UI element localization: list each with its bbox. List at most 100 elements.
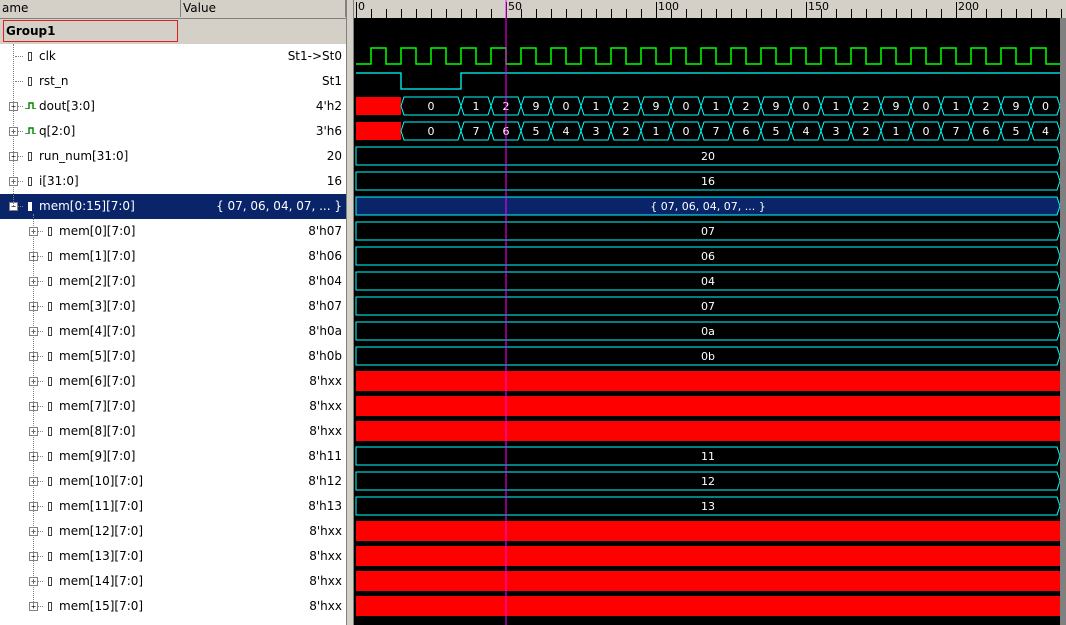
ruler-tick xyxy=(401,9,402,18)
mem-unknown xyxy=(356,521,1060,541)
q-segment-label: 2 xyxy=(623,125,630,138)
signal-value: 8'hxx xyxy=(309,574,342,588)
ruler-tick xyxy=(791,9,792,18)
signal-icon xyxy=(48,452,52,461)
signal-row[interactable]: + run_num[31:0] 20 xyxy=(0,144,346,169)
signal-row[interactable]: + mem[5][7:0] 8'h0b xyxy=(0,344,346,369)
signal-row[interactable]: + q[2:0] 3'h6 xyxy=(0,119,346,144)
ruler-tick xyxy=(851,9,852,18)
signal-name: rst_n xyxy=(39,74,69,88)
tree-connector xyxy=(15,106,23,107)
q-segment-label: 1 xyxy=(893,125,900,138)
ruler-tick xyxy=(1001,9,1002,18)
ruler-tick xyxy=(386,9,387,18)
dout-segment-label: 0 xyxy=(428,100,435,113)
signal-row[interactable]: + mem[0][7:0] 8'h07 xyxy=(0,219,346,244)
mem-item-value-label: 12 xyxy=(701,475,715,488)
pane-splitter[interactable] xyxy=(346,0,354,625)
tree-connector xyxy=(15,181,23,182)
ruler-tick xyxy=(716,9,717,18)
signal-icon xyxy=(28,177,32,186)
ruler-tick xyxy=(1031,9,1032,18)
ruler-tick xyxy=(806,2,807,18)
signal-row[interactable]: + i[31:0] 16 xyxy=(0,169,346,194)
signal-name: mem[9][7:0] xyxy=(59,449,136,463)
signal-name: q[2:0] xyxy=(39,124,76,138)
dout-segment-label: 9 xyxy=(773,100,780,113)
signal-row[interactable]: + mem[1][7:0] 8'h06 xyxy=(0,244,346,269)
signal-name: mem[4][7:0] xyxy=(59,324,136,338)
q-segment-label: 5 xyxy=(1013,125,1020,138)
ruler-tick xyxy=(926,9,927,18)
signal-row[interactable]: + mem[4][7:0] 8'h0a xyxy=(0,319,346,344)
dout-segment-label: 1 xyxy=(473,100,480,113)
signal-row[interactable]: − mem[0:15][7:0]{ 07, 06, 04, 07, ... } xyxy=(0,194,346,219)
ruler-tick xyxy=(701,9,702,18)
signal-icon xyxy=(48,402,52,411)
dout-segment-label: 1 xyxy=(593,100,600,113)
signal-icon xyxy=(48,277,52,286)
i-waveform xyxy=(355,171,1061,191)
ruler-tick xyxy=(566,9,567,18)
mem-unknown xyxy=(356,596,1060,616)
signal-icon xyxy=(48,352,52,361)
signal-row[interactable]: + mem[13][7:0] 8'hxx xyxy=(0,544,346,569)
signal-row[interactable]: + mem[7][7:0] 8'hxx xyxy=(0,394,346,419)
name-column-header[interactable]: ame xyxy=(0,0,181,17)
signal-name: mem[5][7:0] xyxy=(59,349,136,363)
signal-row[interactable]: clk St1->St0 xyxy=(0,44,346,69)
tree-connector xyxy=(35,406,43,407)
mem-item-waveform xyxy=(355,471,1061,491)
ruler-tick xyxy=(986,9,987,18)
tree-connector xyxy=(35,381,43,382)
tree-connector xyxy=(35,306,43,307)
mem-item-waveform xyxy=(355,346,1061,366)
signal-row[interactable]: + mem[12][7:0] 8'hxx xyxy=(0,519,346,544)
mem-unknown xyxy=(356,546,1060,566)
tree-connector xyxy=(35,431,43,432)
ruler-tick xyxy=(371,9,372,18)
mem-waveform xyxy=(355,196,1061,216)
tree-guide xyxy=(33,214,34,606)
signal-row[interactable]: rst_n St1 xyxy=(0,69,346,94)
signal-row[interactable]: + mem[2][7:0] 8'h04 xyxy=(0,269,346,294)
signal-value: St1 xyxy=(322,74,342,88)
ruler-tick xyxy=(641,9,642,18)
signal-value: 20 xyxy=(326,149,342,163)
q-segment-label: 0 xyxy=(923,125,930,138)
signal-row[interactable]: + mem[11][7:0] 8'h13 xyxy=(0,494,346,519)
signal-value: 8'hxx xyxy=(309,524,342,538)
ruler-tick xyxy=(461,9,462,18)
signal-row[interactable]: + mem[3][7:0] 8'h07 xyxy=(0,294,346,319)
signal-row[interactable]: + mem[14][7:0] 8'hxx xyxy=(0,569,346,594)
signal-value: 8'h04 xyxy=(308,274,342,288)
group-name[interactable]: Group1 xyxy=(3,20,178,42)
signal-row[interactable]: + mem[10][7:0] 8'h12 xyxy=(0,469,346,494)
ruler-tick xyxy=(686,9,687,18)
mem-unknown xyxy=(356,571,1060,591)
waveform-canvas[interactable]: 0129012901290129012900765432107654321076… xyxy=(354,0,1066,625)
ruler-tick xyxy=(881,9,882,18)
tree-connector xyxy=(35,506,43,507)
signal-row[interactable]: + mem[9][7:0] 8'h11 xyxy=(0,444,346,469)
signal-name: dout[3:0] xyxy=(39,99,95,113)
signal-name: mem[3][7:0] xyxy=(59,299,136,313)
signal-icon xyxy=(48,577,52,586)
mem-item-waveform xyxy=(355,221,1061,241)
ruler-tick xyxy=(671,9,672,18)
q-unknown xyxy=(356,122,401,140)
mem-unknown xyxy=(356,396,1060,416)
signal-name: mem[14][7:0] xyxy=(59,574,144,588)
signal-icon xyxy=(48,502,52,511)
value-column-header[interactable]: Value xyxy=(181,0,346,17)
ruler-label: 0 xyxy=(358,0,365,13)
signal-row[interactable]: + dout[3:0] 4'h2 xyxy=(0,94,346,119)
ruler-tick xyxy=(521,9,522,18)
group-row[interactable]: Group1 xyxy=(0,19,346,44)
signal-row[interactable]: + mem[15][7:0] 8'hxx xyxy=(0,594,346,619)
signal-row[interactable]: + mem[6][7:0] 8'hxx xyxy=(0,369,346,394)
run-num-waveform xyxy=(355,146,1061,166)
tree-connector xyxy=(35,456,43,457)
signal-row[interactable]: + mem[8][7:0] 8'hxx xyxy=(0,419,346,444)
mem-item-value-label: 0a xyxy=(701,325,715,338)
